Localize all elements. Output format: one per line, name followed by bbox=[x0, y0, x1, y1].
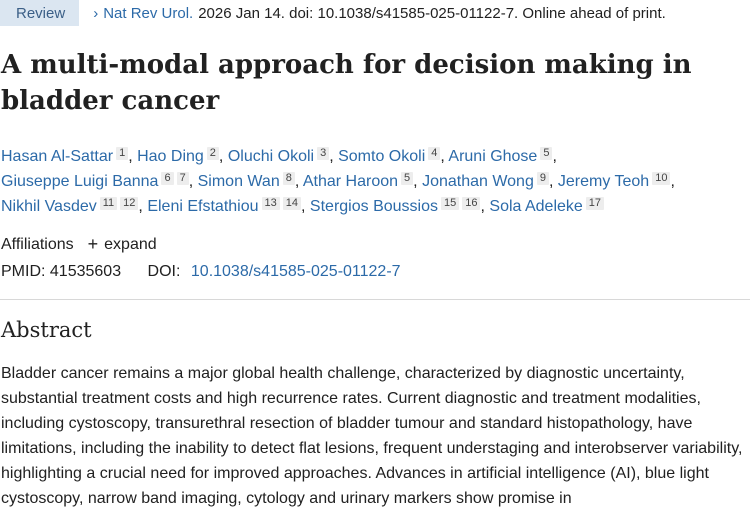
affiliation-ref-link[interactable]: 12 bbox=[120, 197, 139, 210]
author-item: Giuseppe Luigi Banna 6 7, bbox=[1, 172, 194, 190]
author-item: Eleni Efstathiou 13 14, bbox=[147, 197, 306, 215]
affiliation-ref-link[interactable]: 3 bbox=[317, 147, 330, 160]
author-item: Athar Haroon 5, bbox=[302, 172, 418, 190]
author-separator: , bbox=[329, 148, 334, 165]
citation-details: 2026 Jan 14. doi: 10.1038/s41585-025-011… bbox=[198, 4, 666, 22]
affiliation-ref-link[interactable]: 4 bbox=[428, 147, 441, 160]
chevron-right-icon[interactable]: › bbox=[93, 4, 99, 22]
affiliation-ref-link[interactable]: 5 bbox=[401, 172, 414, 185]
affiliation-ref-link[interactable]: 8 bbox=[282, 172, 295, 185]
affiliation-ref-link[interactable]: 11 bbox=[99, 197, 118, 210]
author-link[interactable]: Somto Okoli bbox=[338, 148, 426, 165]
affiliation-ref-link[interactable]: 15 bbox=[440, 197, 460, 210]
doi-link[interactable]: 10.1038/s41585-025-01122-7 bbox=[190, 263, 401, 280]
pmid-label: PMID: bbox=[1, 263, 46, 280]
citation-bar: Review › Nat Rev Urol. 2026 Jan 14. doi:… bbox=[0, 0, 666, 26]
affiliation-ref-link[interactable]: 6 bbox=[161, 172, 174, 185]
affiliation-ref-link[interactable]: 16 bbox=[462, 197, 481, 210]
author-item: Hao Ding 2, bbox=[137, 147, 224, 165]
author-separator: , bbox=[301, 198, 306, 215]
author-separator: , bbox=[138, 198, 143, 215]
author-link[interactable]: Nikhil Vasdev bbox=[1, 198, 97, 215]
journal-link[interactable]: Nat Rev Urol. bbox=[103, 4, 194, 22]
author-link[interactable]: Hao Ding bbox=[137, 148, 204, 165]
abstract-text: Bladder cancer remains a major global he… bbox=[1, 365, 743, 507]
author-item: Simon Wan 8, bbox=[197, 172, 300, 190]
expand-affiliations-button[interactable]: expand bbox=[104, 235, 157, 253]
author-link[interactable]: Oluchi Okoli bbox=[227, 148, 315, 165]
pmid-value: 41535603 bbox=[49, 263, 122, 280]
abstract-heading: Abstract bbox=[1, 318, 92, 342]
author-item: Jonathan Wong 9, bbox=[422, 172, 554, 190]
author-separator: , bbox=[294, 173, 300, 190]
author-link[interactable]: Jeremy Teoh bbox=[557, 173, 650, 190]
author-link[interactable]: Stergios Boussios bbox=[309, 198, 438, 215]
author-item: Somto Okoli 4, bbox=[338, 147, 445, 165]
author-separator: , bbox=[218, 148, 224, 165]
author-separator: , bbox=[480, 198, 485, 215]
article-title: A multi-modal approach for decision maki… bbox=[1, 50, 692, 116]
identifiers-row: PMID: 41535603 DOI: 10.1038/s41585-025-0… bbox=[1, 263, 401, 281]
affiliation-ref-link[interactable]: 7 bbox=[176, 172, 189, 185]
author-separator: , bbox=[128, 148, 133, 165]
author-link[interactable]: Sola Adeleke bbox=[489, 198, 583, 215]
author-separator: , bbox=[552, 148, 557, 165]
affiliation-ref-link[interactable]: 1 bbox=[116, 147, 129, 160]
author-link[interactable]: Eleni Efstathiou bbox=[147, 198, 259, 215]
affiliations-label: Affiliations bbox=[1, 235, 74, 253]
affiliations-row: Affiliations + expand bbox=[1, 234, 157, 255]
author-link[interactable]: Giuseppe Luigi Banna bbox=[1, 173, 159, 190]
affiliation-ref-link[interactable]: 9 bbox=[536, 172, 549, 185]
affiliation-ref-link[interactable]: 13 bbox=[261, 197, 280, 210]
affiliation-ref-link[interactable]: 10 bbox=[652, 172, 671, 185]
author-item: Hasan Al-Sattar 1, bbox=[1, 147, 133, 165]
affiliation-ref-link[interactable]: 14 bbox=[282, 197, 302, 210]
author-item: Jeremy Teoh 10, bbox=[557, 172, 675, 190]
author-separator: , bbox=[548, 173, 554, 190]
author-item: Sola Adeleke 17 bbox=[489, 197, 605, 215]
plus-icon[interactable]: + bbox=[87, 234, 99, 254]
author-link[interactable]: Aruni Ghose bbox=[448, 148, 538, 165]
author-separator: , bbox=[413, 173, 418, 190]
author-link[interactable]: Athar Haroon bbox=[302, 173, 399, 190]
publication-type-badge: Review bbox=[0, 0, 80, 26]
affiliation-ref-link[interactable]: 5 bbox=[540, 147, 553, 160]
author-item: Nikhil Vasdev 11 12, bbox=[1, 197, 143, 215]
affiliation-ref-link[interactable]: 17 bbox=[585, 197, 605, 210]
author-item: Oluchi Okoli 3, bbox=[227, 147, 334, 165]
author-link[interactable]: Simon Wan bbox=[197, 173, 280, 190]
authors-list: Hasan Al-Sattar 1, Hao Ding 2, Oluchi Okol… bbox=[1, 144, 749, 219]
section-divider bbox=[0, 299, 750, 300]
author-separator: , bbox=[670, 173, 675, 190]
author-link[interactable]: Jonathan Wong bbox=[422, 173, 534, 190]
author-link[interactable]: Hasan Al-Sattar bbox=[1, 148, 114, 165]
author-item: Aruni Ghose 5, bbox=[448, 147, 557, 165]
affiliation-ref-link[interactable]: 2 bbox=[206, 147, 219, 160]
author-separator: , bbox=[440, 148, 445, 165]
doi-label: DOI: bbox=[147, 263, 181, 280]
author-separator: , bbox=[188, 173, 194, 190]
author-item: Stergios Boussios 15 16, bbox=[309, 197, 485, 215]
